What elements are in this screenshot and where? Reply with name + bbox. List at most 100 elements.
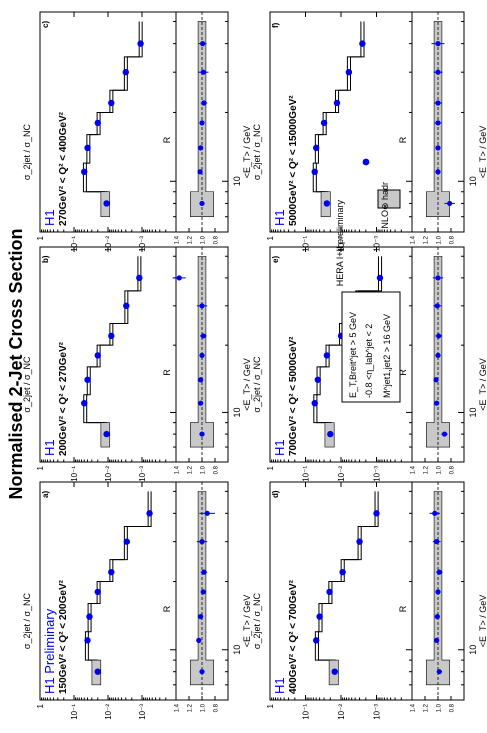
- cuts-line-3: M^jet1,jet2 > 16 GeV: [382, 314, 392, 398]
- theory-histogram: [86, 256, 142, 448]
- x-axis-label: <E_T> / GeV: [478, 595, 487, 648]
- ratio-point: [199, 539, 205, 545]
- r-tick-label: 0.8: [214, 465, 220, 474]
- x-tick-label: 10: [468, 176, 478, 186]
- data-point: [81, 399, 88, 407]
- x-tick-label: 10: [468, 407, 478, 417]
- panel-id: d): [271, 490, 280, 498]
- panel-f: 1 10⁻¹ 10⁻² 10⁻³ 0.8 1.0 1.2 1.4 10<E_T> / GeV σ_…: [252, 11, 487, 252]
- y-tick-label: 10⁻²: [104, 704, 113, 720]
- y-axis-label: σ_2jet / σ_NC: [252, 356, 262, 413]
- x-tick-label: 10: [232, 645, 242, 655]
- r-tick-label: 1.2: [424, 235, 430, 244]
- data-point: [327, 430, 334, 438]
- y-tick-label: 10⁻³: [138, 236, 147, 252]
- data-point: [84, 637, 91, 644]
- panel-d: 1 10⁻¹ 10⁻² 10⁻³ 0.8 1.0 1.2 1.4 10<E_T> / GeV σ_…: [252, 481, 487, 720]
- ratio-point: [196, 637, 202, 643]
- y-tick-label: 10⁻¹: [70, 704, 79, 720]
- data-point: [146, 510, 153, 517]
- y-axis-label: σ_2jet / σ_NC: [22, 592, 32, 649]
- data-point: [94, 588, 101, 596]
- x-axis-label: <E_T> / GeV: [242, 358, 252, 411]
- data-point: [123, 538, 130, 545]
- r-tick-label: 1.2: [424, 465, 430, 474]
- x-tick-label: 10: [232, 176, 242, 186]
- panel-id: c): [41, 21, 50, 28]
- data-point: [359, 40, 366, 47]
- ratio-point: [435, 589, 441, 595]
- panel-b: 1 10⁻¹ 10⁻² 10⁻³ 0.8 1.0 1.2 1.4 10<E_T> / GeV σ_…: [22, 246, 252, 482]
- ratio-point: [200, 41, 206, 47]
- ratio-point: [435, 120, 441, 126]
- ratio-axis-label: R: [162, 605, 172, 612]
- r-tick-label: 1.4: [175, 703, 181, 712]
- experiment-label: H1: [42, 209, 57, 226]
- y-tick-label: 1: [266, 703, 275, 708]
- r-tick-label: 1.0: [437, 465, 443, 474]
- legend-data-marker: [362, 158, 370, 166]
- x-axis-label: <E_T> / GeV: [242, 126, 252, 179]
- r-tick-label: 0.8: [214, 703, 220, 712]
- ratio-point: [198, 377, 204, 383]
- r-tick-label: 1.2: [188, 235, 194, 244]
- r-tick-label: 1.0: [437, 703, 443, 712]
- r-tick-label: 1.4: [411, 703, 417, 712]
- r-tick-label: 0.8: [450, 465, 456, 474]
- theory-histogram: [314, 491, 376, 685]
- y-tick-label: 10⁻¹: [302, 704, 311, 720]
- data-point: [103, 430, 110, 438]
- y-tick-label: 10⁻³: [373, 236, 382, 252]
- y-axis-label: σ_2jet / σ_NC: [252, 592, 262, 649]
- data-point: [108, 99, 115, 107]
- ratio-point: [201, 569, 207, 575]
- r-tick-label: 1.0: [201, 235, 207, 244]
- theory-band: [190, 255, 214, 448]
- experiment-label: H1: [272, 209, 287, 226]
- experiment-label: H1: [42, 439, 57, 456]
- r-tick-label: 1.0: [201, 465, 207, 474]
- y-axis-label: σ_2jet / σ_NC: [252, 123, 262, 180]
- data-point: [108, 332, 115, 340]
- ratio-point: [436, 569, 442, 575]
- ratio-point: [447, 200, 453, 207]
- ratio-point: [200, 589, 206, 595]
- data-point: [94, 119, 101, 127]
- data-point: [311, 399, 318, 407]
- ratio-point: [176, 275, 182, 281]
- r-tick-label: 1.0: [201, 703, 207, 712]
- data-point: [345, 68, 353, 76]
- data-point: [103, 200, 110, 207]
- x-axis-label: <E_T> / GeV: [478, 358, 487, 411]
- y-axis-label: σ_2jet / σ_NC: [22, 123, 32, 180]
- cuts-box-frame: [341, 291, 401, 403]
- q2-range-label: 700GeV² < Q² < 5000GeV²: [288, 336, 299, 456]
- y-tick-label: 1: [36, 235, 45, 240]
- y-tick-label: 1: [36, 465, 45, 470]
- theory-band: [425, 255, 451, 448]
- ratio-point: [432, 510, 438, 516]
- ratio-point: [434, 539, 440, 545]
- r-tick-label: 0.8: [450, 703, 456, 712]
- ratio-point: [433, 377, 439, 383]
- y-tick-label: 1: [266, 235, 275, 240]
- q2-range-label: 200GeV² < Q² < 270GeV²: [58, 341, 69, 456]
- data-point: [137, 40, 144, 47]
- q2-range-label: 270GeV² < Q² < 400GeV²: [58, 111, 69, 226]
- ratio-point: [199, 303, 205, 309]
- data-point: [326, 588, 333, 596]
- data-point: [84, 376, 91, 383]
- figure-title: Normalised 2-Jet Cross Section: [6, 228, 26, 499]
- y-tick-label: 10⁻¹: [70, 236, 79, 252]
- theory-histogram: [317, 491, 379, 685]
- panel-id: b): [41, 255, 50, 263]
- theory-histogram: [312, 21, 362, 217]
- ratio-point: [199, 352, 205, 358]
- panel-e: 1 10⁻¹ 10⁻² 10⁻³ 0.8 1.0 1.2 1.4 10<E_T> / GeV σ_…: [252, 246, 487, 482]
- data-point: [314, 376, 322, 383]
- data-point: [323, 200, 331, 207]
- r-tick-label: 1.2: [188, 465, 194, 474]
- y-tick-label: 10⁻³: [373, 704, 382, 720]
